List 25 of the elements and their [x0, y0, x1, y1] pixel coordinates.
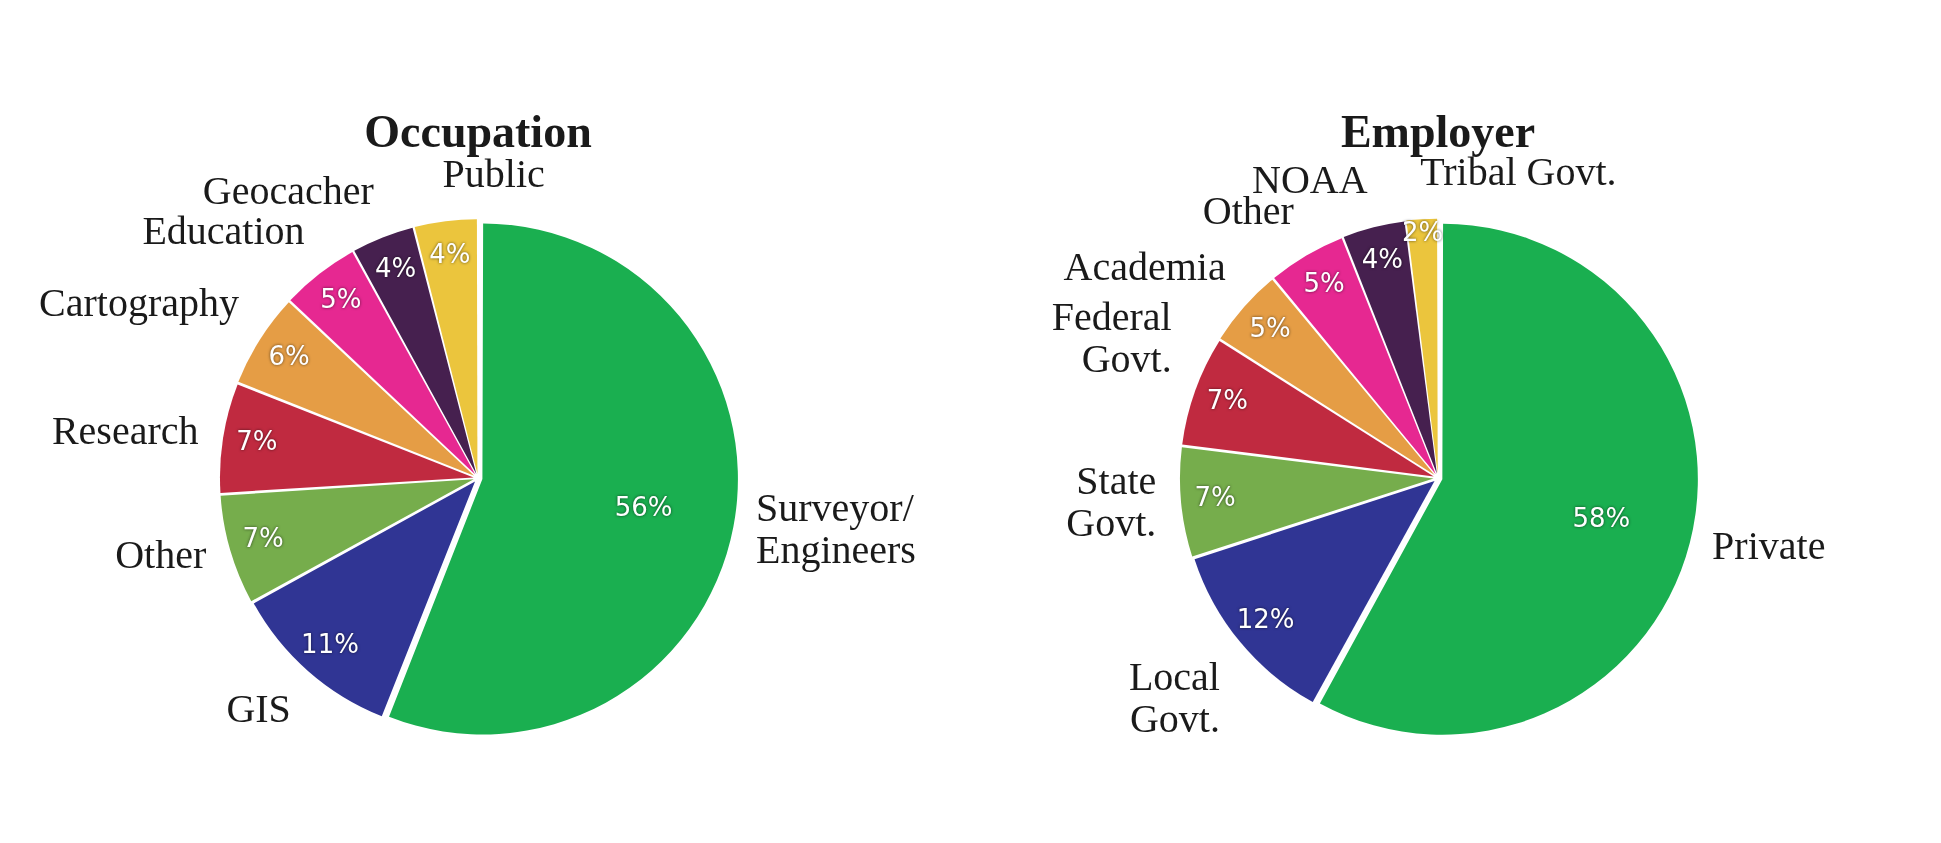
slice-label: Research	[51, 408, 199, 454]
data-label: 7%	[236, 425, 278, 456]
data-label: 4%	[429, 238, 471, 269]
data-label: 7%	[242, 523, 284, 554]
slice-label: State Govt.	[1066, 458, 1157, 546]
data-label: 11%	[301, 628, 359, 659]
slice-label: Local Govt.	[1128, 653, 1220, 741]
data-label: 5%	[320, 284, 362, 314]
data-label: 7%	[1194, 481, 1236, 512]
data-label: 7%	[1206, 385, 1249, 416]
data-label: 6%	[268, 340, 310, 371]
data-label: 5%	[1249, 312, 1291, 343]
slice-label: Other	[115, 531, 207, 577]
slice-label: Surveyor/ Engineers	[755, 484, 916, 572]
data-label: 4%	[1361, 244, 1403, 275]
data-label: 58%	[1572, 502, 1631, 533]
slice-label: Cartography	[39, 279, 240, 325]
data-label: 12%	[1236, 603, 1295, 634]
slice-label: GIS	[226, 685, 291, 731]
slice-label: Federal Govt.	[1051, 293, 1172, 381]
data-label: 56%	[614, 492, 673, 523]
data-label: 4%	[374, 252, 417, 283]
slice-label: Private	[1712, 522, 1826, 568]
data-label: 5%	[1303, 268, 1345, 299]
slice-label: Academia	[1063, 244, 1226, 290]
